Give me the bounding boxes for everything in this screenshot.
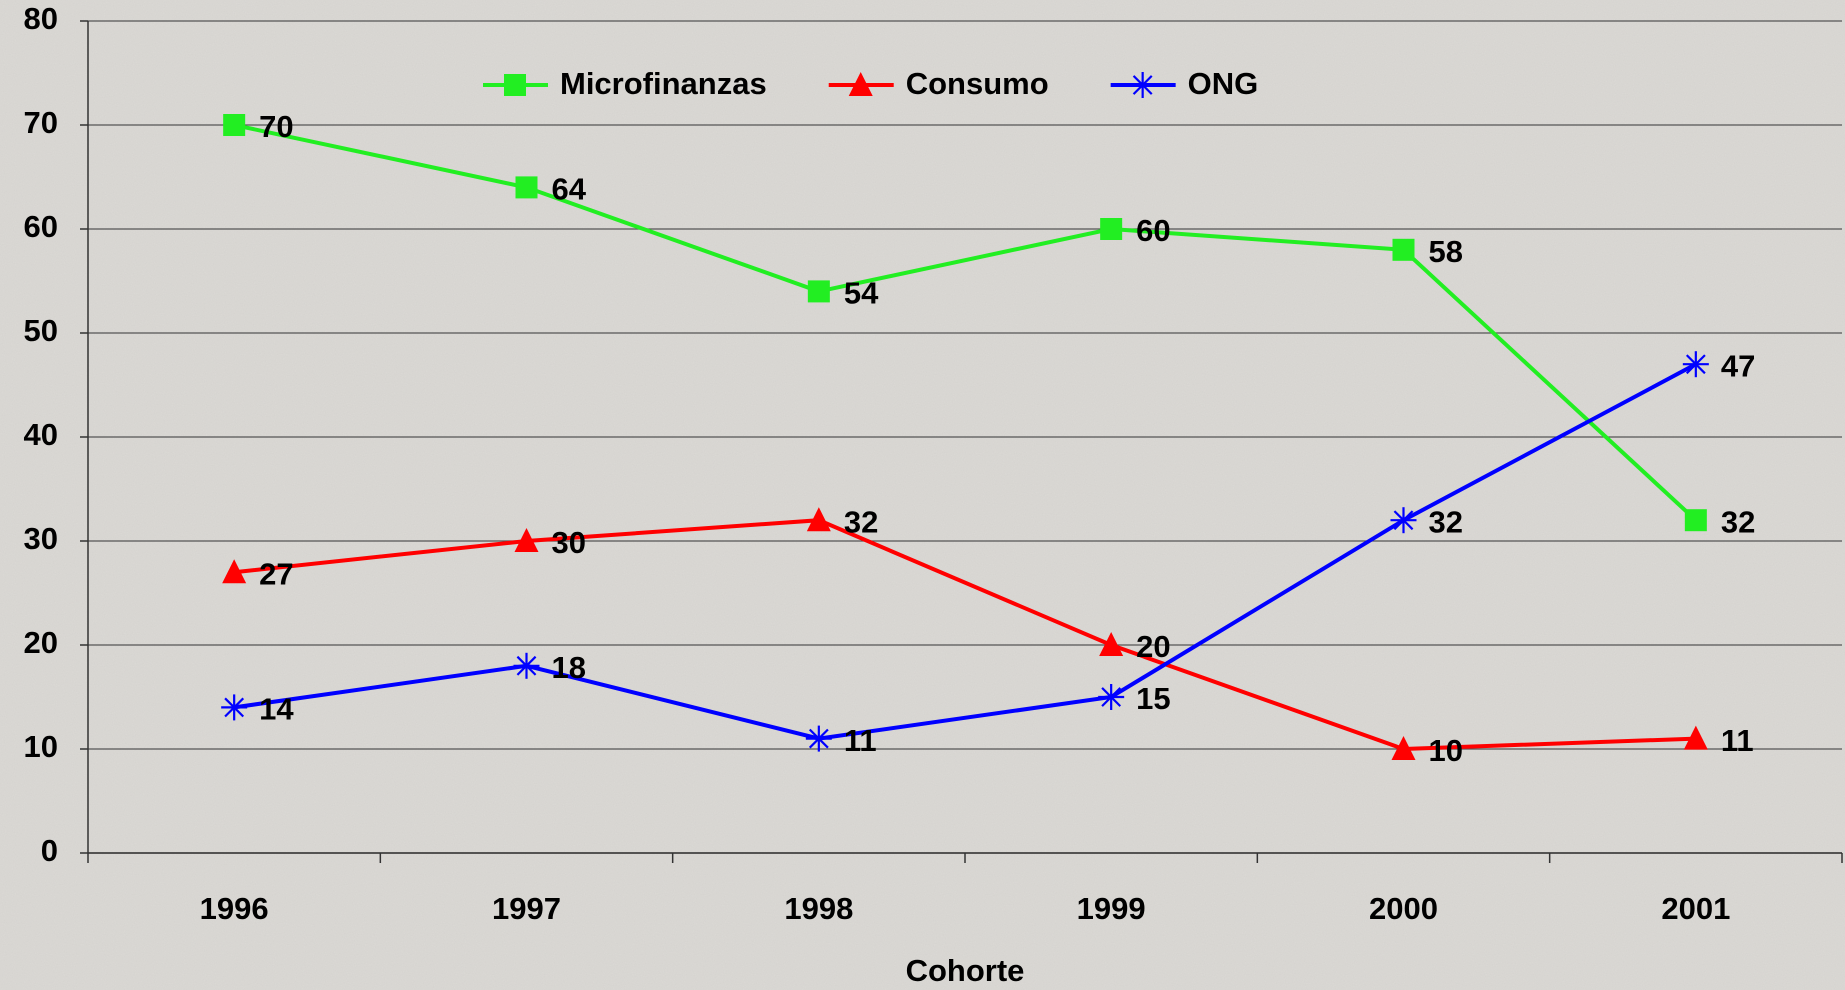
marker-stroke [1685, 354, 1706, 375]
x-tick-label: 1998 [784, 891, 853, 926]
data-label: 20 [1136, 629, 1170, 664]
y-tick-label: 40 [24, 417, 58, 452]
data-label: 32 [1429, 504, 1463, 539]
y-tick-label: 60 [24, 209, 58, 244]
point-marker [514, 528, 539, 552]
data-label: 15 [1136, 681, 1170, 716]
x-tick-label: 1997 [492, 891, 561, 926]
data-label: 18 [552, 650, 586, 685]
point-marker [1099, 632, 1124, 656]
marker-stroke [1393, 510, 1414, 531]
x-axis-title: Cohorte [906, 953, 1025, 988]
point-marker [1391, 736, 1416, 760]
y-tick-label: 0 [41, 833, 58, 868]
point-marker [805, 725, 832, 752]
point-marker [806, 507, 831, 532]
x-tick-label: 1999 [1077, 891, 1146, 926]
series-line [233, 362, 1697, 741]
x-tick-label: 1996 [200, 891, 269, 926]
y-tick-label: 10 [24, 729, 58, 764]
point-marker [1390, 507, 1417, 534]
data-label: 32 [1721, 504, 1755, 539]
y-tick-label: 80 [24, 1, 58, 36]
point-marker [222, 559, 247, 584]
point-marker [1684, 509, 1707, 532]
point-marker [223, 114, 246, 136]
y-tick-label: 50 [24, 313, 58, 348]
data-label: 11 [1721, 723, 1754, 758]
point-marker [1392, 238, 1415, 261]
legend-label: Microfinanzas [560, 66, 767, 101]
data-label: 47 [1721, 348, 1755, 383]
data-label: 60 [1136, 213, 1170, 248]
point-marker [513, 652, 540, 679]
legend-marker [504, 74, 526, 96]
marker-stroke [224, 697, 245, 718]
legend-marker [1129, 72, 1156, 98]
x-tick-label: 2001 [1661, 891, 1730, 926]
y-tick-label: 70 [24, 105, 58, 140]
marker-stroke [516, 655, 537, 676]
data-label: 58 [1429, 234, 1463, 269]
data-label: 27 [259, 556, 293, 591]
data-label: 54 [844, 276, 879, 311]
y-tick-label: 30 [24, 521, 58, 556]
data-label: 64 [552, 172, 587, 207]
data-label: 10 [1429, 733, 1463, 768]
y-tick-label: 20 [24, 625, 58, 660]
point-marker [221, 694, 248, 721]
legend-marker [848, 72, 873, 96]
point-marker [515, 176, 538, 199]
x-tick-label: 2000 [1369, 891, 1438, 926]
data-label: 11 [844, 723, 877, 758]
data-label: 32 [844, 504, 878, 539]
point-marker [1098, 684, 1125, 710]
legend-label: ONG [1188, 66, 1259, 101]
legend-label: Consumo [906, 66, 1049, 101]
point-marker [1682, 351, 1709, 378]
marker-stroke [1101, 687, 1122, 707]
point-marker [1100, 218, 1123, 240]
series-line [233, 518, 1696, 752]
point-marker [807, 280, 830, 303]
point-marker [1683, 725, 1708, 750]
marker-stroke [808, 728, 829, 749]
marker-stroke [1132, 75, 1153, 95]
data-label: 70 [259, 109, 293, 144]
data-label: 30 [552, 525, 586, 560]
data-label: 14 [259, 692, 294, 727]
series-line [233, 123, 1698, 522]
